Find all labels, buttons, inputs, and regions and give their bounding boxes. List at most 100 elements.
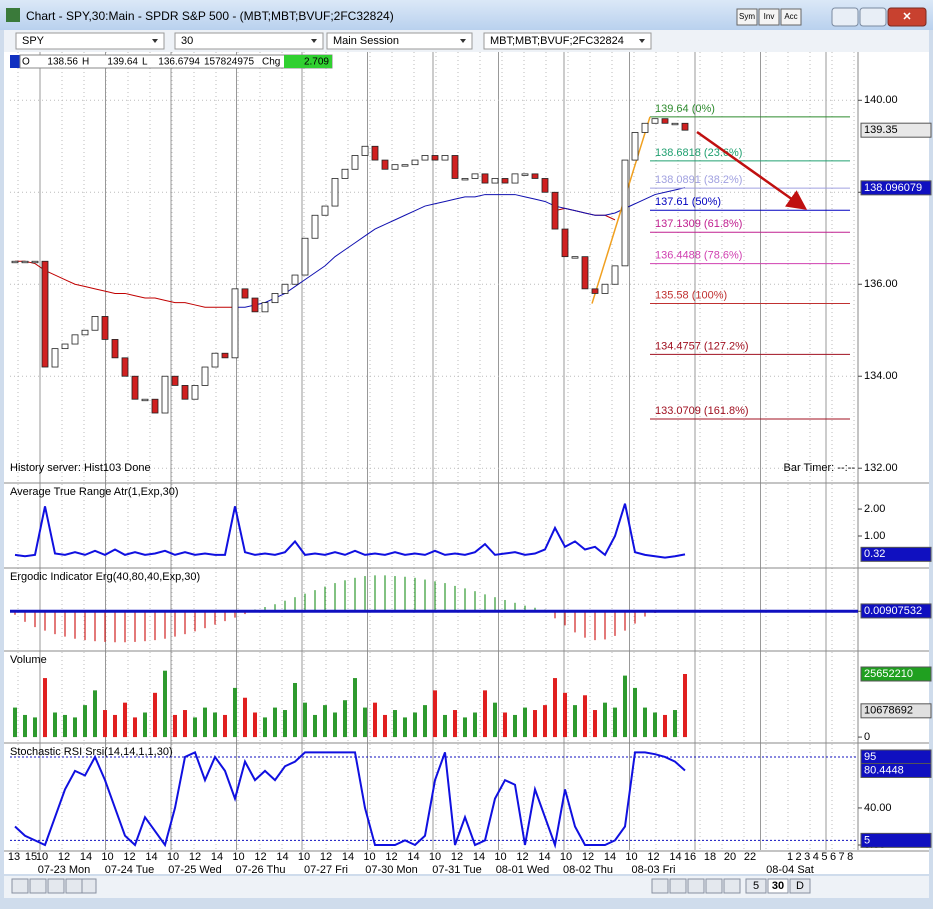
bar	[404, 577, 405, 612]
x-hour-label: 14	[145, 851, 157, 863]
x-hour-label: 14	[342, 851, 354, 863]
interval-tab-label: 5	[753, 880, 759, 892]
x-hour-label: 13	[8, 851, 20, 863]
x-hour-label: 12	[647, 851, 659, 863]
candle	[592, 289, 598, 294]
x-hour-label: 22	[744, 851, 756, 863]
bar	[513, 715, 517, 737]
fib-label: 133.0709 (161.8%)	[655, 405, 749, 417]
x-hour-label: 14	[276, 851, 288, 863]
x-hour-label: 3	[804, 851, 810, 863]
bar	[413, 712, 417, 737]
bar	[133, 717, 137, 737]
x-hour-label: 14	[473, 851, 485, 863]
volume-value: 157824975	[204, 57, 254, 68]
bar	[363, 708, 367, 738]
candle	[12, 261, 18, 263]
x-hour-label: 14	[538, 851, 550, 863]
interval-value: 30	[181, 35, 193, 47]
x-hour-label: 10	[167, 851, 179, 863]
open-value: 138.56	[47, 57, 78, 68]
bar	[543, 705, 547, 737]
bar	[153, 693, 157, 737]
interval-dropdown[interactable]	[175, 33, 323, 49]
x-hour-label: 12	[254, 851, 266, 863]
candle	[412, 160, 418, 165]
bar	[643, 708, 647, 738]
bar	[83, 705, 87, 737]
bar	[453, 710, 457, 737]
x-hour-label: 10	[625, 851, 637, 863]
window-title: Chart - SPY,30:Main - SPDR S&P 500 - (MB…	[26, 9, 394, 23]
candle	[102, 316, 108, 339]
maximize-button[interactable]	[860, 8, 886, 26]
candle	[232, 289, 238, 358]
candle	[302, 238, 308, 275]
toolbar-button-label: Sym	[739, 12, 755, 21]
bar	[533, 710, 537, 737]
bar	[93, 690, 97, 737]
x-date-label: 07-31 Tue	[432, 864, 482, 876]
bar	[34, 611, 35, 627]
bar	[243, 698, 247, 737]
x-hour-label: 10	[101, 851, 113, 863]
bar	[394, 576, 395, 611]
x-hour-label: 12	[385, 851, 397, 863]
candle	[192, 385, 198, 399]
x-hour-label: 10	[298, 851, 310, 863]
candle	[322, 206, 328, 215]
x-date-label: 07-23 Mon	[38, 864, 91, 876]
change-label: Chg	[262, 57, 280, 68]
candle	[442, 155, 448, 160]
bar	[324, 587, 325, 612]
value-marker-label: 95	[864, 751, 876, 763]
bar	[503, 712, 507, 737]
bar	[263, 717, 267, 737]
x-hour-label: 18	[704, 851, 716, 863]
value-marker-label: 139.35	[864, 124, 898, 136]
bar-timer: Bar Timer: --:--	[784, 462, 856, 474]
candle	[222, 353, 228, 358]
candle	[352, 155, 358, 169]
x-hour-label: 7	[839, 851, 845, 863]
bar	[333, 712, 337, 737]
candle	[482, 174, 488, 183]
bar	[663, 715, 667, 737]
x-hour-label: 10	[560, 851, 572, 863]
minimize-button[interactable]	[832, 8, 858, 26]
bar	[173, 715, 177, 737]
candle	[582, 257, 588, 289]
candle	[52, 349, 58, 367]
bar	[464, 588, 465, 611]
toolbar-button-label: Inv	[764, 12, 775, 21]
bar	[303, 703, 307, 737]
candle	[262, 303, 268, 312]
candle	[82, 330, 88, 335]
bar	[323, 705, 327, 737]
candle	[652, 119, 658, 124]
bar	[353, 678, 357, 737]
x-hour-label: 14	[669, 851, 681, 863]
bar	[253, 712, 257, 737]
bar	[613, 708, 617, 738]
bar	[393, 710, 397, 737]
candle	[42, 261, 48, 367]
candle	[622, 160, 628, 266]
x-hour-label: 10	[494, 851, 506, 863]
bar	[343, 700, 347, 737]
bar	[33, 717, 37, 737]
bar	[114, 611, 115, 642]
fib-label: 138.0891 (38.2%)	[655, 174, 742, 186]
y-tick-label: 40.00	[864, 802, 892, 814]
bar	[204, 611, 205, 628]
bar	[284, 601, 285, 612]
bar	[84, 611, 85, 640]
candle	[452, 155, 458, 178]
x-hour-label: 12	[582, 851, 594, 863]
candle	[542, 178, 548, 192]
bar	[94, 611, 95, 641]
bar	[433, 690, 437, 737]
candle	[682, 123, 688, 130]
candle	[132, 376, 138, 399]
